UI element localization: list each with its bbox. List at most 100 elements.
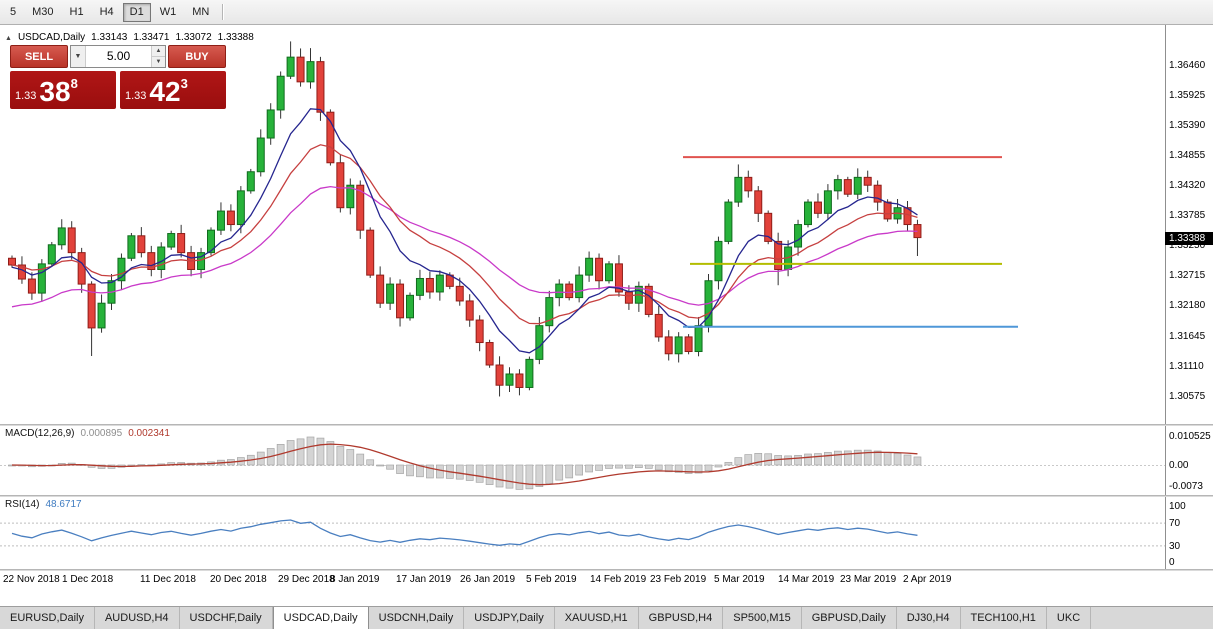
volume-value[interactable]: 5.00 <box>106 49 131 63</box>
rsi-label: RSI(14) 48.6717 <box>5 499 88 510</box>
ask-price-tile[interactable]: 1.33 42 3 <box>120 71 226 109</box>
price-axis-label: 1.35925 <box>1169 90 1206 101</box>
macd-panel: MACD(12,26,9) 0.000895 0.002341 0.010525 0.… <box>0 426 1213 495</box>
price-axis-label: 1.30575 <box>1169 391 1206 402</box>
ohlc-open: 1.33143 <box>91 32 128 43</box>
ohlc-close: 1.33388 <box>217 32 254 43</box>
rsi-line <box>11 519 918 546</box>
chart-tab-sp500-m15[interactable]: SP500,M15 <box>723 607 802 629</box>
macd-name: MACD(12,26,9) <box>5 428 75 439</box>
macd-label: MACD(12,26,9) 0.000895 0.002341 <box>5 428 176 439</box>
rsi-axis-label: 100 <box>1169 501 1186 512</box>
price-axis: 1.36460 1.35925 1.35390 1.34855 1.34320 1.337… <box>1165 25 1213 424</box>
volume-input[interactable]: ▼ 5.00 ▲ ▼ <box>70 45 166 68</box>
date-label: 23 Feb 2019 <box>650 574 707 585</box>
rsi-canvas <box>0 519 1165 547</box>
date-label: 1 Dec 2018 <box>62 574 114 585</box>
price-axis-label: 1.32180 <box>1169 300 1206 311</box>
chart-tab-eurusd-daily[interactable]: EURUSD,Daily <box>0 607 95 629</box>
spin-down-icon[interactable]: ▼ <box>152 56 165 67</box>
price-axis-label: 1.31645 <box>1169 331 1206 342</box>
volume-stepper[interactable]: ▲ ▼ <box>151 46 165 67</box>
timeframe-W1[interactable]: W1 <box>153 3 184 22</box>
macd-value-signal: 0.002341 <box>128 428 170 439</box>
macd-value-main: 0.000895 <box>80 428 123 439</box>
chart-tab-usdjpy-daily[interactable]: USDJPY,Daily <box>464 607 555 629</box>
collapse-icon[interactable]: ▲ <box>5 35 12 42</box>
macd-axis: 0.010525 0.00 -0.0073 <box>1165 426 1213 495</box>
price-axis-label: 1.33250 <box>1169 240 1206 251</box>
date-label: 2 Apr 2019 <box>903 574 952 585</box>
panel-splitter[interactable] <box>0 569 1213 571</box>
sell-button[interactable]: SELL <box>10 45 68 68</box>
date-label: 14 Mar 2019 <box>778 574 835 585</box>
bid-pipette: 8 <box>70 76 78 91</box>
rsi-axis-label: 70 <box>1169 518 1181 529</box>
ask-prefix: 1.33 <box>125 90 147 102</box>
date-label: 20 Dec 2018 <box>210 574 267 585</box>
macd-axis-label: -0.0073 <box>1169 481 1203 492</box>
hline-objects[interactable] <box>683 156 1018 328</box>
chart-symbol-title: USDCAD,Daily <box>17 32 86 43</box>
price-axis-label: 1.31110 <box>1169 361 1204 372</box>
buy-button[interactable]: BUY <box>168 45 226 68</box>
timeframe-M30[interactable]: M30 <box>25 3 60 22</box>
chart-tab-dj30-h4[interactable]: DJ30,H4 <box>897 607 961 629</box>
volume-dropdown-icon[interactable]: ▼ <box>71 46 86 67</box>
price-axis-label: 1.33785 <box>1169 210 1206 221</box>
chart-tab-gbpusd-daily[interactable]: GBPUSD,Daily <box>802 607 897 629</box>
ohlc-high: 1.33471 <box>133 32 170 43</box>
timeframe-H4[interactable]: H4 <box>93 3 121 22</box>
ask-pipette: 3 <box>180 76 188 91</box>
chart-tab-usdcnh-daily[interactable]: USDCNH,Daily <box>369 607 465 629</box>
price-chart-canvas <box>8 41 1018 397</box>
current-price-badge: 1.33388 <box>1165 232 1213 245</box>
chart-tab-ukc[interactable]: UKC <box>1047 607 1092 629</box>
rsi-axis: 100 70 30 0 <box>1165 497 1213 569</box>
bid-big-digits: 38 <box>39 76 71 107</box>
toolbar-separator <box>222 4 225 20</box>
date-label: 5 Mar 2019 <box>714 574 765 585</box>
moving-averages <box>11 108 918 354</box>
date-label: 5 Feb 2019 <box>526 574 577 585</box>
macd-axis-label: 0.00 <box>1169 460 1189 471</box>
bid-prefix: 1.33 <box>15 90 37 102</box>
timeframe-D1[interactable]: D1 <box>122 2 151 22</box>
ohlc-low: 1.33072 <box>175 32 212 43</box>
date-label: 23 Mar 2019 <box>840 574 897 585</box>
date-label: 22 Nov 2018 <box>3 574 60 585</box>
macd-histogram <box>8 436 922 490</box>
panel-splitter[interactable] <box>0 495 1213 497</box>
chart-tab-gbpusd-h4[interactable]: GBPUSD,H4 <box>639 607 724 629</box>
chart-tabs-bar: EURUSD,Daily AUDUSD,H4 USDCHF,Daily USDCAD,… <box>0 606 1213 629</box>
panel-splitter[interactable] <box>0 424 1213 426</box>
date-axis: 22 Nov 2018 1 Dec 2018 11 Dec 2018 20 Dec 2… <box>0 571 1213 605</box>
date-label: 26 Jan 2019 <box>460 574 516 585</box>
price-axis-label: 1.35390 <box>1169 120 1206 131</box>
one-click-trading-widget: SELL ▼ 5.00 ▲ ▼ BUY 1.33 38 8 <box>10 45 226 109</box>
spin-up-icon[interactable]: ▲ <box>152 46 165 56</box>
chart-tab-tech100-h1[interactable]: TECH100,H1 <box>961 607 1047 629</box>
date-label: 29 Dec 2018 <box>278 574 335 585</box>
price-axis-label: 1.32715 <box>1169 270 1206 281</box>
chart-tab-usdcad-daily[interactable]: USDCAD,Daily <box>272 607 369 629</box>
macd-signal-line <box>11 443 918 486</box>
timeframe-MN[interactable]: MN <box>185 3 216 22</box>
rsi-value: 48.6717 <box>45 499 82 510</box>
timeframe-H1[interactable]: H1 <box>63 3 91 22</box>
price-axis-label: 1.34320 <box>1169 180 1206 191</box>
timeframe-5[interactable]: 5 <box>3 3 23 22</box>
bid-price-tile[interactable]: 1.33 38 8 <box>10 71 116 109</box>
macd-axis-label: 0.010525 <box>1169 431 1211 442</box>
timeframe-toolbar: 5 M30 H1 H4 D1 W1 MN <box>0 0 1213 25</box>
chart-tab-audusd-h4[interactable]: AUDUSD,H4 <box>95 607 180 629</box>
chart-region: ▲ USDCAD,Daily 1.33143 1.33471 1.33072 1.3338… <box>0 25 1213 424</box>
rsi-axis-label: 0 <box>1169 557 1175 568</box>
date-label: 8 Jan 2019 <box>330 574 380 585</box>
macd-canvas <box>0 436 1165 490</box>
chart-tab-usdchf-daily[interactable]: USDCHF,Daily <box>180 607 273 629</box>
chart-header: ▲ USDCAD,Daily 1.33143 1.33471 1.33072 1.3338… <box>5 32 260 43</box>
chart-tab-xauusd-h1[interactable]: XAUUSD,H1 <box>555 607 639 629</box>
rsi-name: RSI(14) <box>5 499 40 510</box>
